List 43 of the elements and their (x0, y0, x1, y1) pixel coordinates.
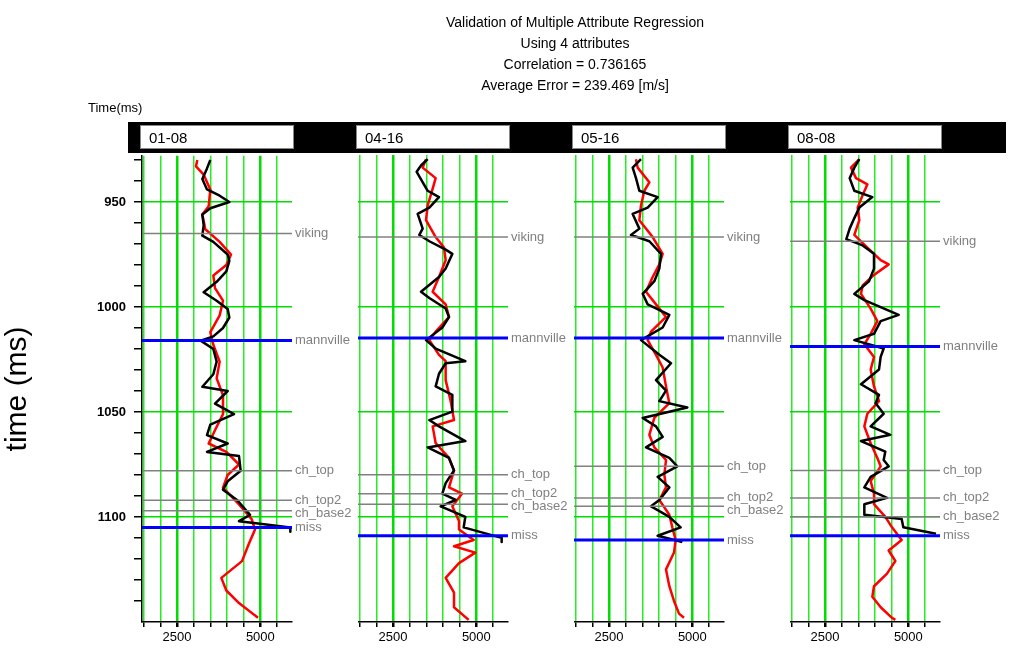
ref-line-label: ch_top2 (943, 489, 990, 505)
ref-line-label: miss (511, 527, 539, 543)
ref-line-label: viking (295, 225, 329, 241)
ref-line-label: ch_top (727, 457, 767, 473)
x-tick-label: 2500 (378, 629, 408, 645)
x-tick-label: 5000 (893, 629, 923, 645)
ref-line-label: ch_top2 (511, 485, 558, 501)
ref-line-label: miss (295, 519, 323, 535)
ref-line-label: viking (943, 232, 977, 248)
x-tick-label: 2500 (162, 629, 192, 645)
text: Validation of Multiple Attribute Regression (445, 14, 705, 30)
y-tick-label: 1000 (97, 298, 126, 314)
y-axis-title: time (ms) (0, 326, 33, 452)
chart-title: 05-16 (572, 125, 726, 149)
y-tick-label: 950 (104, 193, 126, 209)
ref-line-label: ch_base2 (943, 508, 1000, 524)
ref-line-label: mannville (727, 329, 782, 345)
chart-title: 04-16 (356, 125, 510, 149)
text: Time(ms) (88, 100, 143, 115)
ref-line-label: ch_top (943, 462, 983, 478)
ref-line-label: ch_top (511, 466, 551, 482)
x-tick-label: 5000 (677, 629, 707, 645)
x-tick-label: 2500 (594, 629, 624, 645)
ref-line-label: viking (727, 228, 761, 244)
ref-line-label: ch_top (295, 462, 335, 478)
chart-title: 01-08 (140, 125, 294, 149)
ref-line-label: viking (511, 228, 545, 244)
chart-title: 08-08 (788, 125, 942, 149)
ref-line-label: miss (727, 531, 755, 547)
ref-line-label: ch_top2 (727, 489, 774, 505)
ref-line-label: mannville (943, 338, 998, 354)
y-tick-label: 1050 (97, 403, 126, 419)
x-tick-label: 5000 (461, 629, 491, 645)
ref-line-label: ch_top2 (295, 491, 342, 507)
ref-line-label: mannville (511, 329, 566, 345)
text: Correlation = 0.736165 (503, 56, 647, 72)
ref-line-label: mannville (295, 332, 350, 348)
text: Average Error = 239.469 [m/s] (481, 77, 669, 93)
y-tick-label: 1100 (97, 508, 126, 524)
text: Using 4 attributes (520, 35, 630, 51)
x-tick-label: 5000 (245, 629, 275, 645)
ref-line-label: miss (943, 527, 971, 543)
x-tick-label: 2500 (810, 629, 840, 645)
